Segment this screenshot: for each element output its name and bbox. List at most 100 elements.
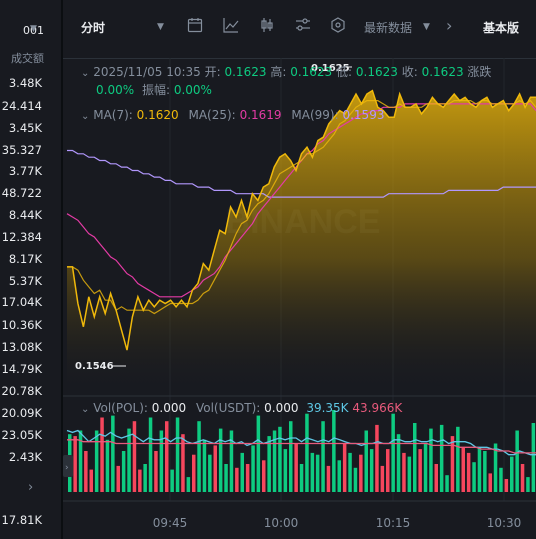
chevron-right-icon[interactable]: › [28,480,34,495]
low-price-marker: 0.1546 [75,361,126,372]
volume-bar [235,467,239,492]
candlestick-icon[interactable] [259,17,275,33]
collapse-icon[interactable]: ⌄ [81,111,90,122]
volume-bar [73,436,77,492]
volume-column-header[interactable]: 成交额 [11,52,44,65]
volume-bar [499,467,503,492]
volume-bar [213,445,217,492]
volume-bar [493,443,498,492]
indicator-settings-icon[interactable] [295,17,311,33]
low-label: 低: [336,65,353,79]
time-axis-label: 10:30 [487,516,522,530]
market-list-volume[interactable]: 10.36K [1,318,42,332]
volume-bar [294,443,298,492]
market-list-volume[interactable]: 3.45K [8,121,42,135]
market-list-volume[interactable]: 20.09K [1,406,42,420]
volume-bar [78,430,83,492]
volume-bar [229,430,234,492]
volume-bar [251,445,255,492]
calendar-icon[interactable] [187,17,203,33]
volume-bar [84,451,88,492]
volume-bar [423,443,428,492]
volume-bar [526,477,530,492]
market-list-volume[interactable]: 8.17K [8,252,42,266]
volume-bar [450,436,455,492]
chevron-right-icon[interactable]: › [446,16,453,35]
volume-bar [483,451,487,492]
market-list-volume[interactable]: 24.414 [1,99,42,113]
interval-selector[interactable]: 分时 [81,21,106,35]
ohlc-legend-row2: 0.00% 振幅: 0.00% [96,81,212,98]
open-value: 0.1623 [224,65,267,79]
market-list-volume[interactable]: 14.79K [1,362,42,376]
volume-bar [477,447,482,492]
volume-bar [315,454,320,492]
volume-bar [186,477,191,492]
latest-data-dropdown-icon[interactable]: ▼ [423,22,430,32]
volume-bar [175,417,180,492]
market-list-volume[interactable]: 35.327 [1,143,42,157]
volume-bar [299,464,304,492]
chevron-right-icon[interactable]: › [65,463,69,473]
interval-dropdown-icon[interactable]: ▼ [157,22,164,32]
volume-bar [202,439,207,492]
volume-bar [456,426,460,492]
market-list-volume[interactable]: 8.44K [8,208,42,222]
market-list-volume[interactable]: 48.722 [1,186,42,200]
market-list-volume[interactable]: 12.384 [1,230,42,244]
chart-toolbar: 分时 ▼ 最新数据 ▼ › 基本版 [63,0,536,59]
volume-bar [402,452,406,492]
close-value: 0.1623 [421,65,464,79]
market-list-volume[interactable]: 3.48K [8,76,42,90]
volume-bars [68,410,536,492]
chart-settings-icon[interactable] [330,17,346,33]
collapse-icon[interactable]: ⌄ [81,404,90,415]
market-list-header-value: 001 [23,24,44,37]
market-list-volume[interactable]: 17.04K [1,295,42,309]
market-list-volume[interactable]: 17.81K [1,513,42,527]
volume-bar [375,424,379,492]
latest-data-dropdown[interactable]: 最新数据 [364,21,413,35]
volume-bar [192,454,196,492]
ohlc-legend: ⌄ 2025/11/05 10:35 开: 0.1623 高: 0.1623 低… [81,63,491,80]
volume-bar [359,454,363,492]
market-list-volume[interactable]: 13.08K [1,340,42,354]
market-list-volume[interactable]: 3.77K [8,164,42,178]
volume-bar [197,421,201,492]
volume-bar [127,428,131,492]
market-list-volume[interactable]: 23.05K [1,428,42,442]
scroll-handle[interactable] [63,455,73,477]
volume-bar [386,449,390,492]
volume-bar [472,462,476,492]
change-value: 0.00% [96,83,135,97]
collapse-icon[interactable]: ⌄ [81,68,90,79]
volume-bar [240,452,244,492]
volume-bar [170,469,174,492]
volume-legend: ⌄ Vol(POL): 0.000 Vol(USDT): 0.000 39.35… [81,401,402,415]
basic-view-tab[interactable]: 基本版 [483,21,520,35]
time-axis-label: 09:45 [153,516,188,530]
volume-bar [283,449,288,492]
volume-bar [267,436,271,492]
volume-bar [321,421,325,492]
market-list-volume[interactable]: 5.37K [8,274,42,288]
price-area [67,90,536,396]
ma99-label: MA(99): [291,108,339,122]
volume-bar [510,456,514,492]
volume-bar [94,430,99,492]
price-line [67,89,536,351]
volume-bar [116,465,120,492]
sort-dropdown-icon[interactable]: ▼ [30,24,37,34]
volume-bar [272,430,277,492]
ma7-line [67,99,536,315]
volume-bar [342,443,347,492]
time-axis-label: 10:00 [264,516,299,530]
high-label: 高: [270,65,287,79]
line-chart-icon[interactable] [223,17,239,33]
volume-bar [337,460,341,492]
volume-bar [515,430,519,492]
market-list-volume[interactable]: 20.78K [1,384,42,398]
ma-legend: ⌄ MA(7): 0.1620 MA(25): 0.1619 MA(99): 0… [81,108,384,122]
market-list-volume[interactable]: 2.43K [8,450,42,464]
